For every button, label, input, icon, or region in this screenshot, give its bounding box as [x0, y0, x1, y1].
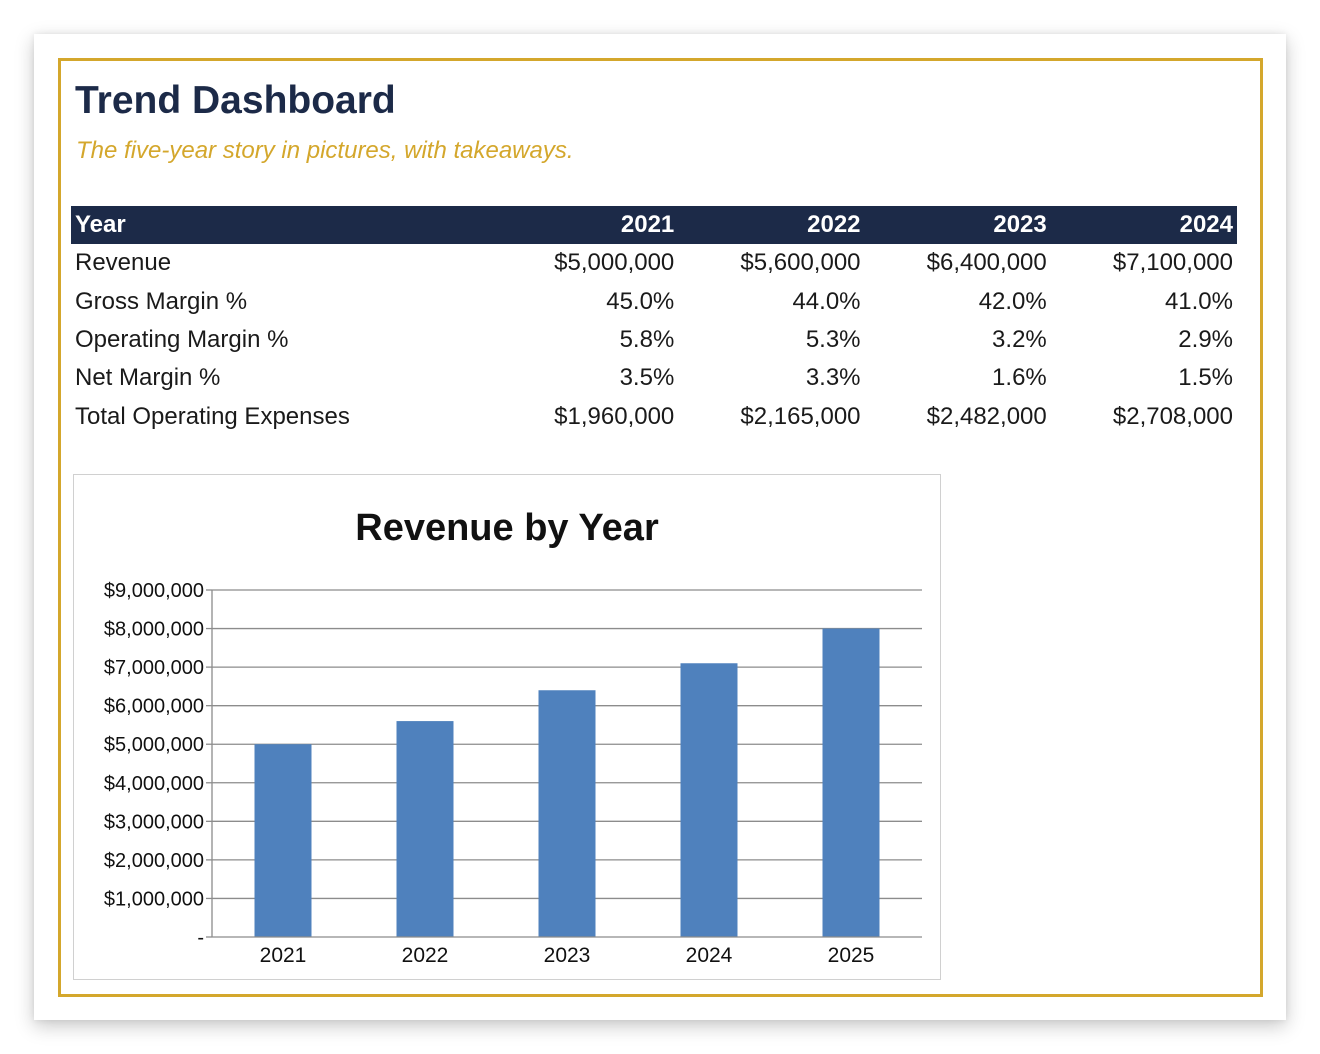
y-tick-label: $4,000,000	[104, 773, 204, 795]
table-cell: $1,960,000	[554, 402, 675, 430]
table-header-row: Year 2021 2022 2023 2024	[71, 206, 1237, 244]
page-title: Trend Dashboard	[75, 79, 396, 122]
y-tick-label: $9,000,000	[104, 580, 204, 602]
y-tick-label: $2,000,000	[104, 850, 204, 872]
chart-bar	[396, 721, 454, 937]
y-tick-label: $7,000,000	[104, 657, 204, 679]
table-cell: 41.0%	[1164, 287, 1233, 315]
revenue-chart: Revenue by Year - $1,000,000 $2,000,000 $3,…	[73, 474, 941, 980]
table-cell: 42.0%	[978, 287, 1047, 315]
page-subtitle: The five-year story in pictures, with ta…	[76, 137, 574, 164]
table-cell: $2,165,000	[740, 402, 861, 430]
table-cell: $6,400,000	[926, 249, 1047, 277]
chart-bar	[822, 628, 880, 937]
table-cell: 1.5%	[1178, 364, 1233, 392]
revenue-chart-svg: Revenue by Year - $1,000,000 $2,000,000 $3,…	[104, 507, 922, 967]
table-header-year: 2021	[492, 206, 679, 244]
table-cell: 3.5%	[619, 364, 675, 392]
y-tick-label: $1,000,000	[104, 888, 204, 910]
table-cell: $2,708,000	[1112, 402, 1233, 430]
table-cell: $5,600,000	[740, 249, 861, 277]
row-label: Revenue	[75, 249, 172, 277]
y-tick-label: $3,000,000	[104, 811, 204, 833]
dashboard-frame: Trend Dashboard The five-year story in p…	[58, 58, 1263, 997]
x-tick-label: 2021	[260, 944, 307, 967]
table-cell: $5,000,000	[554, 249, 675, 277]
y-tick-label: -	[197, 927, 204, 949]
x-tick-label: 2023	[544, 944, 591, 967]
row-label: Net Margin %	[75, 364, 221, 392]
table-row: Net Margin % 3.5% 3.3% 1.6% 1.5%	[71, 359, 1237, 397]
chart-title: Revenue by Year	[355, 507, 659, 549]
dashboard-sheet: Trend Dashboard The five-year story in p…	[34, 34, 1286, 1020]
y-tick-label: $6,000,000	[104, 696, 204, 718]
table-cell: $7,100,000	[1112, 249, 1233, 277]
table-cell: 45.0%	[606, 287, 675, 315]
table-cell: $2,482,000	[926, 402, 1047, 430]
table-header-year: 2023	[864, 206, 1051, 244]
chart-bar	[538, 690, 596, 937]
chart-bar	[680, 663, 738, 937]
table-cell: 5.3%	[805, 325, 861, 353]
y-tick-label: $8,000,000	[104, 619, 204, 641]
table-header-year: 2022	[678, 206, 865, 244]
chart-bars	[254, 628, 880, 937]
table-row: Gross Margin % 45.0% 44.0% 42.0% 41.0%	[71, 282, 1237, 320]
table-row: Revenue $5,000,000 $5,600,000 $6,400,000…	[71, 244, 1237, 282]
table-cell: 3.3%	[805, 364, 861, 392]
x-tick-label: 2022	[402, 944, 449, 967]
table-row: Operating Margin % 5.8% 5.3% 3.2% 2.9%	[71, 321, 1237, 359]
table-cell: 3.2%	[992, 325, 1047, 353]
table-cell: 44.0%	[792, 287, 861, 315]
row-label: Total Operating Expenses	[75, 402, 350, 430]
chart-bar	[254, 744, 312, 937]
x-tick-label: 2025	[828, 944, 875, 967]
row-label: Operating Margin %	[75, 325, 289, 353]
row-label: Gross Margin %	[75, 287, 248, 315]
y-tick-label: $5,000,000	[104, 734, 204, 756]
table-header-year: 2024	[1050, 206, 1237, 244]
table-cell: 1.6%	[992, 364, 1047, 392]
chart-axes: - $1,000,000 $2,000,000 $3,000,000 $4,000,00…	[104, 580, 922, 967]
table-cell: 2.9%	[1178, 325, 1233, 353]
x-tick-label: 2024	[686, 944, 733, 967]
metrics-table: Year 2021 2022 2023 2024 Revenue $5,000,…	[71, 206, 1237, 436]
table-header-year-label: Year	[71, 206, 493, 244]
table-cell: 5.8%	[619, 325, 675, 353]
table-row: Total Operating Expenses $1,960,000 $2,1…	[71, 398, 1237, 436]
